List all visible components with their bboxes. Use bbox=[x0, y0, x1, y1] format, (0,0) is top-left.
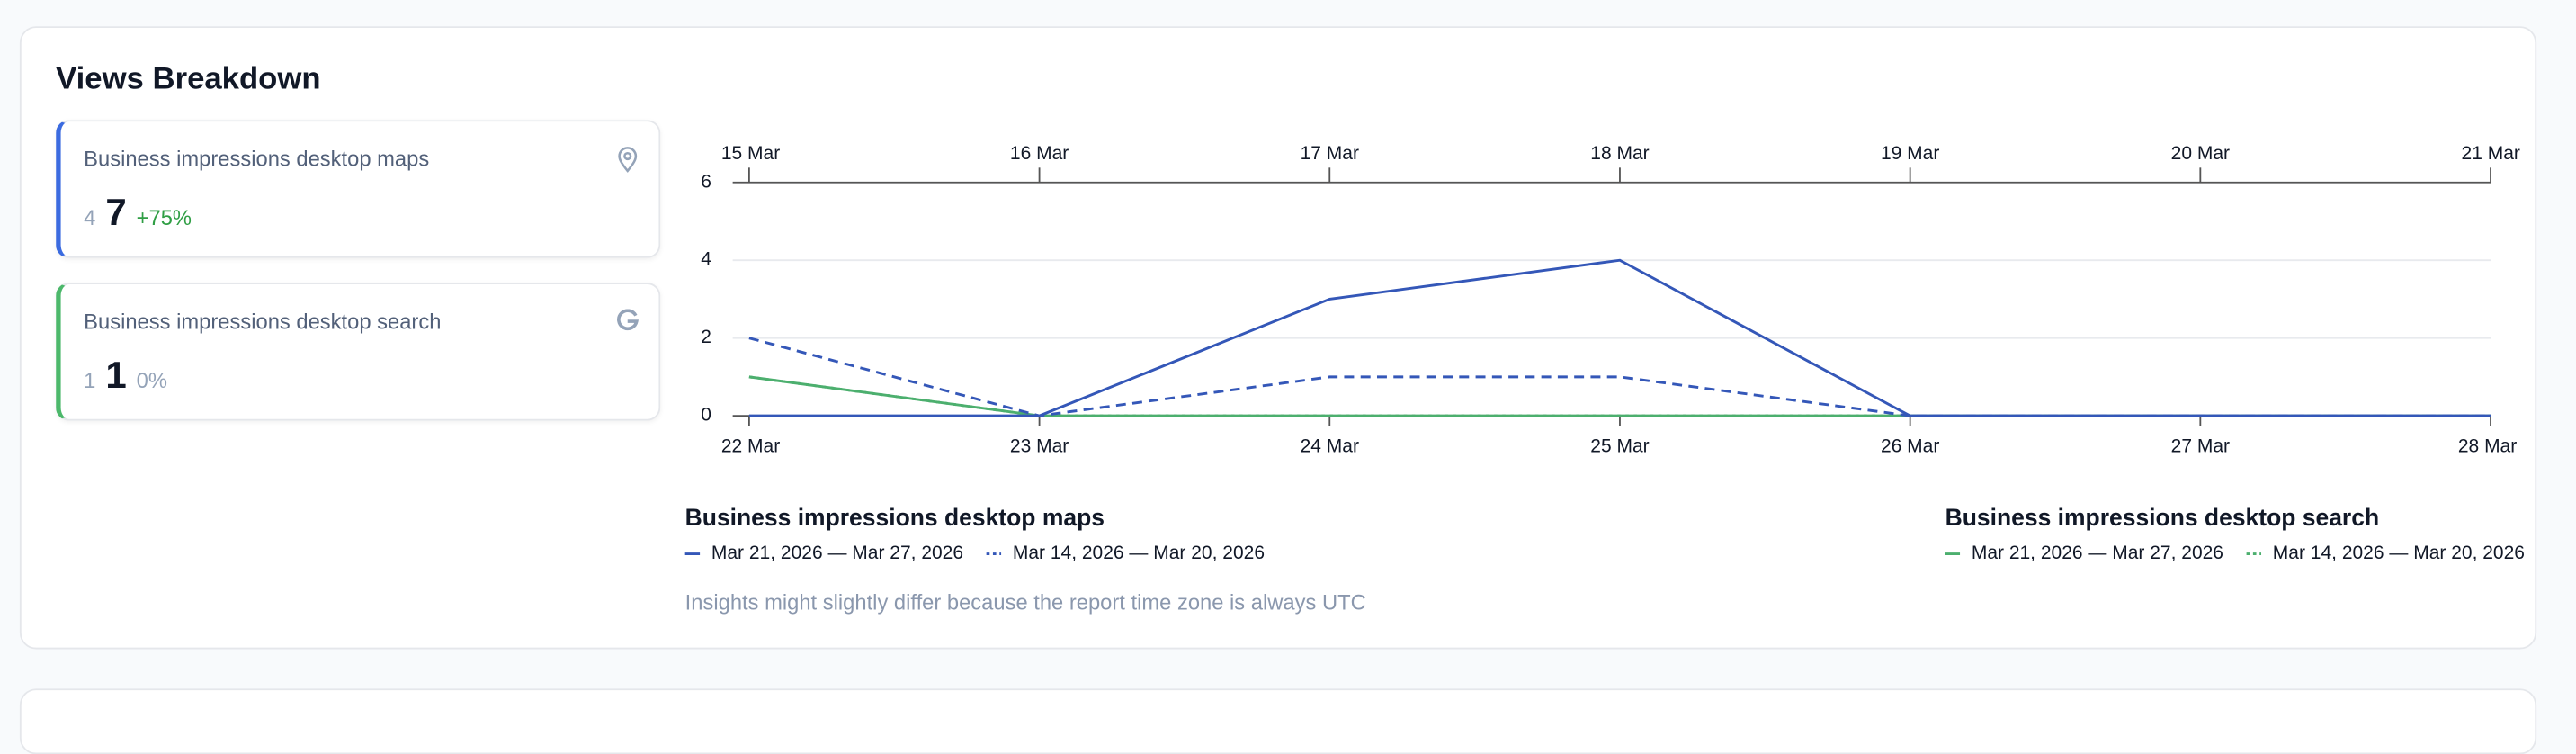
legend-label: Mar 21, 2026 — Mar 27, 2026 bbox=[711, 543, 963, 563]
change: 0% bbox=[136, 368, 167, 393]
top-tick-label: 16 Mar bbox=[1010, 143, 1069, 164]
card-title: Business impressions desktop maps bbox=[84, 146, 430, 171]
previous-value: 1 bbox=[84, 368, 96, 393]
x-tick-label: 27 Mar bbox=[2171, 435, 2230, 456]
map-icon bbox=[618, 147, 638, 173]
x-tick-label: 28 Mar bbox=[2458, 435, 2517, 456]
current-value: 7 bbox=[105, 190, 127, 234]
legend-label: Mar 14, 2026 — Mar 20, 2026 bbox=[1013, 543, 1265, 563]
top-tick-label: 15 Mar bbox=[721, 143, 780, 164]
top-tick-label: 20 Mar bbox=[2171, 143, 2230, 164]
current-value: 1 bbox=[105, 353, 127, 397]
y-tick-label: 6 bbox=[701, 171, 711, 192]
top-tick-label: 19 Mar bbox=[1881, 143, 1939, 164]
top-tick-label: 17 Mar bbox=[1301, 143, 1359, 164]
card-title: Business impressions desktop search bbox=[84, 309, 442, 334]
legend-label: Mar 14, 2026 — Mar 20, 2026 bbox=[2273, 543, 2525, 563]
top-tick-label: 21 Mar bbox=[2462, 143, 2520, 164]
top-tick-label: 18 Mar bbox=[1590, 143, 1649, 164]
metric-card[interactable]: Business impressions desktop maps 4 7 +7… bbox=[56, 120, 661, 258]
card-values: 1 1 0% bbox=[84, 354, 167, 398]
x-tick-label: 23 Mar bbox=[1010, 435, 1069, 456]
page: Views Breakdown Business impressions des… bbox=[19, 26, 2537, 754]
legend-title: Business impressions desktop search bbox=[1945, 504, 2380, 531]
series-line bbox=[748, 337, 2491, 417]
change: +75% bbox=[136, 205, 192, 230]
card-values: 4 7 +75% bbox=[84, 191, 192, 235]
legend-label: Mar 21, 2026 — Mar 27, 2026 bbox=[1972, 543, 2223, 563]
y-tick-label: 0 bbox=[701, 405, 711, 426]
x-tick-label: 25 Mar bbox=[1590, 435, 1649, 456]
series-line bbox=[748, 258, 2491, 417]
previous-value: 4 bbox=[84, 205, 96, 230]
chart: 0 2 4 6 22 Mar 23 Mar 24 Mar 25 Mar 26 Mar 27 Mar… bbox=[684, 143, 2525, 563]
y-tick-label: 4 bbox=[701, 249, 711, 270]
metric-card[interactable]: Business impressions desktop search 1 1 … bbox=[56, 283, 661, 421]
x-tick-label: 22 Mar bbox=[721, 435, 780, 456]
section-title: Views Breakdown bbox=[56, 62, 321, 97]
x-tick-label: 24 Mar bbox=[1301, 435, 1359, 456]
series-line bbox=[748, 375, 2491, 417]
note: Insights might slightly differ because t… bbox=[684, 589, 1366, 615]
series-line bbox=[748, 375, 2491, 417]
google-icon bbox=[617, 309, 639, 331]
screen: Views Breakdown Business impressions des… bbox=[19, 26, 2537, 754]
x-tick-label: 26 Mar bbox=[1881, 435, 1939, 456]
legend-title: Business impressions desktop maps bbox=[685, 504, 1105, 531]
y-tick-label: 2 bbox=[701, 327, 711, 347]
